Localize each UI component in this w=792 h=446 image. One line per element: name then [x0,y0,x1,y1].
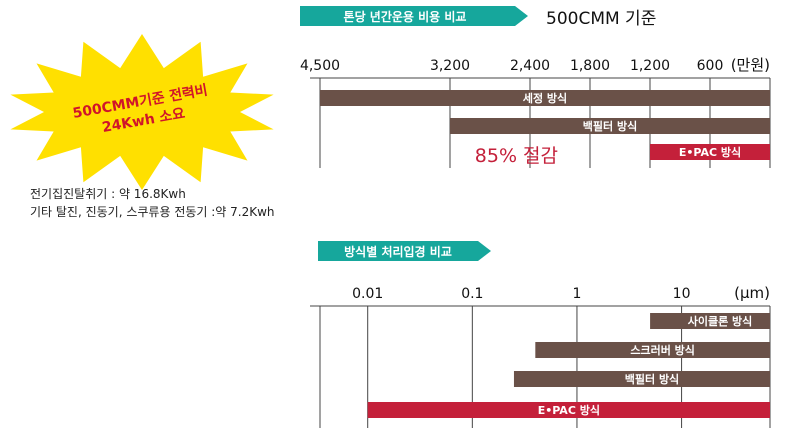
cost-tick-label-3: 1,800 [570,58,610,74]
particle-section-label: 방식별 처리입경 비교 [344,244,452,259]
starburst-shape [10,34,274,190]
particle-bar-label-2: 백필터 방식 [625,372,679,386]
particle-section-header: 방식별 처리입경 비교 [318,241,491,261]
cost-section-header: 톤당 년간운용 비용 비교 [300,6,528,26]
cost-bar-label-1: 백필터 방식 [583,119,637,133]
power-note-1: 전기집진탈취기 : 약 16.8Kwh [30,187,186,201]
power-burst: 500CMM기준 전력비 24Kwh 소요 [10,34,274,190]
particle-tick-label-0: 0.01 [352,286,383,302]
cost-bar-2 [650,144,770,160]
cost-bar-1 [450,118,770,134]
cost-tick-label-4: 1,200 [630,58,670,74]
particle-tick-label-3: 10 [673,286,691,302]
particle-bar-label-0: 사이클론 방식 [688,314,753,328]
particle-bar-1 [535,342,770,358]
particle-unit-label: (μm) [734,284,770,302]
cost-bar-0 [320,90,770,106]
cost-chart: (만원) 4,500 3,200 2,400 1,800 1,200 600 세정 방식백… [300,56,771,168]
cost-tick-label-0: 4,500 [300,58,340,74]
particle-bar-label-3: E•PAC 방식 [538,403,600,417]
cost-section-label: 톤당 년간운용 비용 비교 [344,9,467,24]
cost-basis-text: 500CMM 기준 [546,9,656,29]
saving-label: 85% 절감 [475,145,558,167]
power-note-2: 기타 탈진, 진동기, 스쿠류용 전동기 :약 7.2Kwh [30,205,275,219]
particle-bar-label-1: 스크러버 방식 [630,343,695,357]
cost-bar-label-0: 세정 방식 [523,91,567,105]
particle-bar-0 [650,313,770,329]
cost-tick-label-2: 2,400 [510,58,550,74]
cost-tick-label-5: 600 [697,58,724,74]
cost-bar-label-2: E•PAC 방식 [679,145,741,159]
particle-bar-2 [513,371,770,387]
cost-tick-label-1: 3,200 [430,58,470,74]
particle-tick-label-2: 1 [572,286,581,302]
particle-bar-3 [367,402,770,418]
particle-tick-label-1: 0.1 [461,286,483,302]
cost-unit-label: (만원) [731,56,770,74]
